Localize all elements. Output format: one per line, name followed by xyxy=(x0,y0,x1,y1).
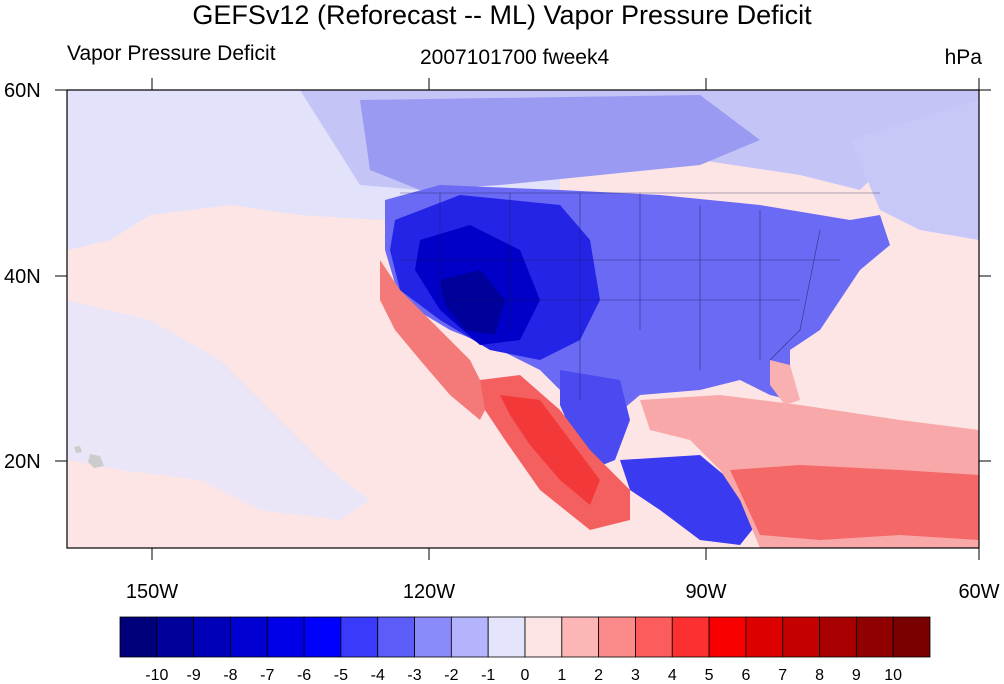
colorbar-label: -2 xyxy=(444,667,458,684)
colorbar-swatch xyxy=(671,616,710,658)
lat-label: 60N xyxy=(4,80,41,102)
lat-label: 20N xyxy=(4,451,41,473)
colorbar-swatch xyxy=(193,616,231,658)
lat-label: 40N xyxy=(4,266,41,288)
colorbar-label: 10 xyxy=(884,667,902,684)
colorbar-label: 5 xyxy=(705,667,714,684)
colorbar-label: -8 xyxy=(223,667,237,684)
colorbar-label: 2 xyxy=(594,667,603,684)
colorbar-label: -5 xyxy=(334,667,348,684)
colorbar-label: -10 xyxy=(145,667,168,684)
colorbar-swatch xyxy=(708,616,747,658)
colorbar-swatch xyxy=(524,616,563,658)
colorbar-label: -1 xyxy=(481,667,495,684)
map-frame xyxy=(66,89,980,549)
forecast-time-label: 2007101700 fweek4 xyxy=(420,46,610,69)
colorbar-swatch xyxy=(855,616,894,658)
colorbar-swatch xyxy=(745,616,784,658)
colorbar-swatch xyxy=(782,616,820,658)
colorbar-label: -4 xyxy=(371,667,385,684)
colorbar-swatch xyxy=(635,616,673,658)
variable-label: Vapor Pressure Deficit xyxy=(67,42,276,65)
colorbar-label: -6 xyxy=(297,667,311,684)
map-ticks xyxy=(55,78,991,560)
colorbar-swatch xyxy=(819,616,857,658)
colorbar-swatch xyxy=(230,616,268,658)
colorbar-label: 0 xyxy=(521,667,530,684)
colorbar-swatch xyxy=(561,616,600,658)
colorbar-label: -3 xyxy=(407,667,421,684)
map-title: GEFSv12 (Reforecast -- ML) Vapor Pressur… xyxy=(192,0,812,30)
colorbar-label: 4 xyxy=(668,667,677,684)
colorbar-label: 6 xyxy=(741,667,750,684)
colorbar-label: 3 xyxy=(631,667,640,684)
lon-label: 120W xyxy=(403,581,455,603)
colorbar-label: 1 xyxy=(557,667,566,684)
colorbar-swatch xyxy=(414,616,452,658)
colorbar-swatch xyxy=(892,616,931,658)
colorbar-swatch xyxy=(156,616,195,658)
colorbar-label: 9 xyxy=(852,667,861,684)
colorbar-swatch xyxy=(119,616,158,658)
colorbar-swatch xyxy=(598,616,636,658)
colorbar-swatch xyxy=(487,616,526,658)
colorbar-label: 7 xyxy=(778,667,787,684)
colorbar-swatch xyxy=(377,616,415,658)
units-label: hPa xyxy=(944,46,982,69)
colorbar-swatch xyxy=(303,616,342,658)
colorbar-label: -9 xyxy=(187,667,201,684)
map-field xyxy=(67,90,979,548)
colorbar-label: -7 xyxy=(260,667,274,684)
lon-label: 90W xyxy=(685,581,726,603)
colorbar-swatch xyxy=(450,616,489,658)
lon-label: 60W xyxy=(958,581,999,603)
colorbar-label: 8 xyxy=(815,667,824,684)
colorbar-swatch xyxy=(340,616,379,658)
lon-label: 150W xyxy=(126,581,178,603)
colorbar: -10 -9 -8 -7 -6 -5 -4 -3 -2 -1 0 1 2 3 4 5 6 7 8 9 10 xyxy=(119,616,931,684)
colorbar-swatch xyxy=(266,616,305,658)
